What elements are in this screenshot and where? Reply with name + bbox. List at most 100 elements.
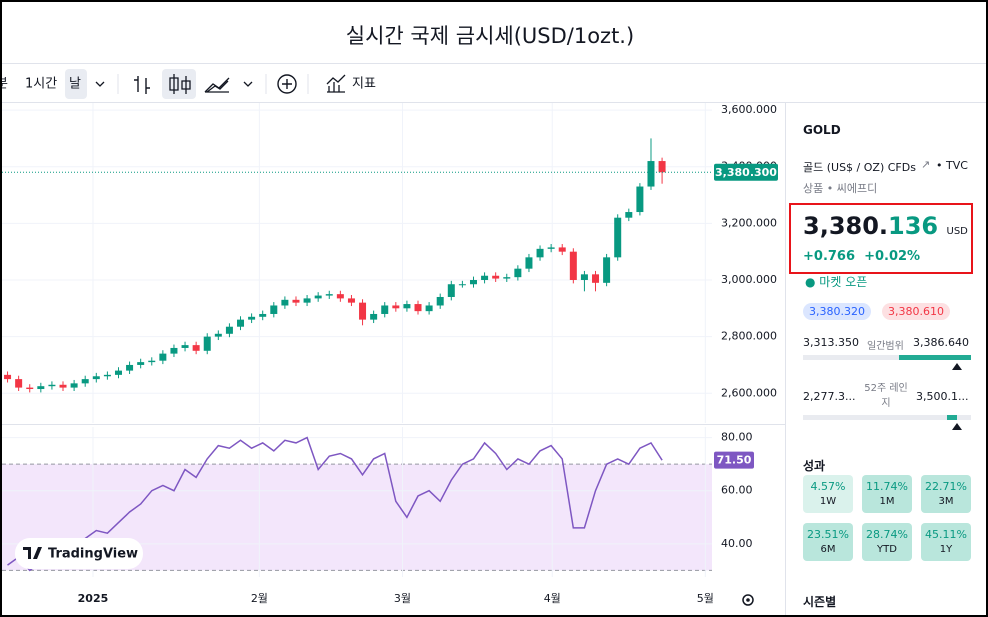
day-range-low: 3,313.350 [803,336,859,349]
day-range-fill [899,355,971,360]
performance-tile[interactable]: 28.74% YTD [862,523,912,561]
y-tick-label: 3,200.000 [721,216,777,229]
candle-body [148,360,156,363]
candle-body [569,251,577,280]
candle-body [303,298,311,303]
candle-body [281,299,289,306]
performance-period: 1M [879,496,895,507]
y-tick-label: 2,600.000 [721,386,777,399]
description[interactable]: 골드 (US$ / OZ) CFDs [803,161,916,174]
candle-body [536,248,544,258]
candle-body [137,362,145,365]
candle-body [525,257,533,269]
candle-body [392,305,400,309]
candle-body [325,294,333,296]
dropdown-icon[interactable] [243,81,253,87]
candle-body [658,161,666,173]
candle-body [270,305,278,314]
performance-period: 1Y [939,544,953,555]
candle-body [126,364,134,371]
watermark-text: TradingView [48,547,138,562]
performance-tile[interactable]: 22.71% 3M [921,475,971,513]
candle-body [336,294,344,299]
candle-body [26,387,34,390]
price-decimals: 136 [888,212,939,240]
y-tick-label: 3,600.000 [721,103,777,116]
indicator-button[interactable]: 지표 [352,77,376,92]
price-marker-label: 3,380.300 [715,166,777,179]
change: +0.766 +0.02% [803,249,920,264]
indicator-icon[interactable] [326,74,346,93]
market-status-text: 마켓 오픈 [819,275,868,289]
x-tick-label: 4월 [544,592,561,605]
external-link-icon[interactable]: ↗ [921,158,931,171]
candle-body [558,247,566,252]
category: 상품 • 씨에프디 [803,182,878,195]
candle-body [514,268,522,278]
candle-body [225,326,233,334]
performance-tile[interactable]: 45.11% 1Y [921,523,971,561]
candle-body [625,212,633,218]
performance-value: 4.57% [810,480,846,493]
candle-body [359,302,367,320]
year-range-high: 3,500.1... [916,390,969,403]
performance-tile[interactable]: 23.51% 6M [803,523,853,561]
candle-icon[interactable] [169,74,191,94]
performance-period: 1W [819,496,837,507]
sidebar: GOLD 골드 (US$ / OZ) CFDs ↗ • TVC 상품 • 씨에프… [788,103,986,615]
source: • TVC [936,159,968,172]
value-marker-label: 71.50 [717,454,752,467]
candle-body [592,274,600,283]
add-icon[interactable] [277,74,297,94]
interval-button[interactable]: 분 [2,77,8,92]
performance-value: 45.11% [925,528,967,541]
candle-body [436,296,444,306]
candle-body [103,374,111,377]
candle-body [403,304,411,309]
y-tick-label: 40.00 [721,537,753,550]
settings-icon[interactable] [742,594,754,606]
change-value: +0.766 [803,249,856,264]
performance-period: 3M [938,496,954,507]
performance-tile[interactable]: 11.74% 1M [862,475,912,513]
area-icon[interactable] [204,77,230,93]
currency: USD [946,226,968,237]
candle-body [81,379,89,384]
interval-button[interactable]: 1시간 [25,77,57,92]
candle-body [414,304,422,312]
dropdown-icon[interactable] [95,81,105,87]
interval-button[interactable]: 날 [69,77,81,92]
value-marker-bg [714,451,754,469]
year-range-label: 52주 레인지 [864,383,908,409]
interval-active-bg [65,69,87,99]
performance-value: 23.51% [807,528,849,541]
performance-tile[interactable]: 4.57% 1W [803,475,853,513]
symbol: GOLD [803,123,841,137]
candle-body [214,333,222,337]
y-tick-label: 60.00 [721,484,753,497]
watermark-logo [23,547,42,559]
candle-body [248,316,256,320]
candle-body [37,386,45,390]
candle-body [203,336,211,351]
candle-body [181,345,189,348]
seasonals-title: 시즌별 [803,595,837,609]
price-main: 3,380. [803,212,889,240]
candle-body [603,257,611,283]
candle-body [469,279,477,285]
candle-body [48,384,56,387]
year-range-pointer [952,423,962,430]
candle-body [114,370,122,375]
candle-body [503,277,511,279]
year-range-low: 2,277.3... [803,390,856,403]
page-title: 실시간 국제 금시세(USD/1ozt.) [346,24,634,48]
candle-body [4,374,12,380]
day-range-pointer [952,363,962,370]
change-percent: +0.02% [864,249,921,264]
bar-icon[interactable] [134,76,150,94]
candle-body [614,217,622,258]
candle-body [347,298,355,303]
x-tick-label: 5월 [697,592,714,605]
highlight-box [789,203,973,274]
performance-period: YTD [877,544,897,555]
